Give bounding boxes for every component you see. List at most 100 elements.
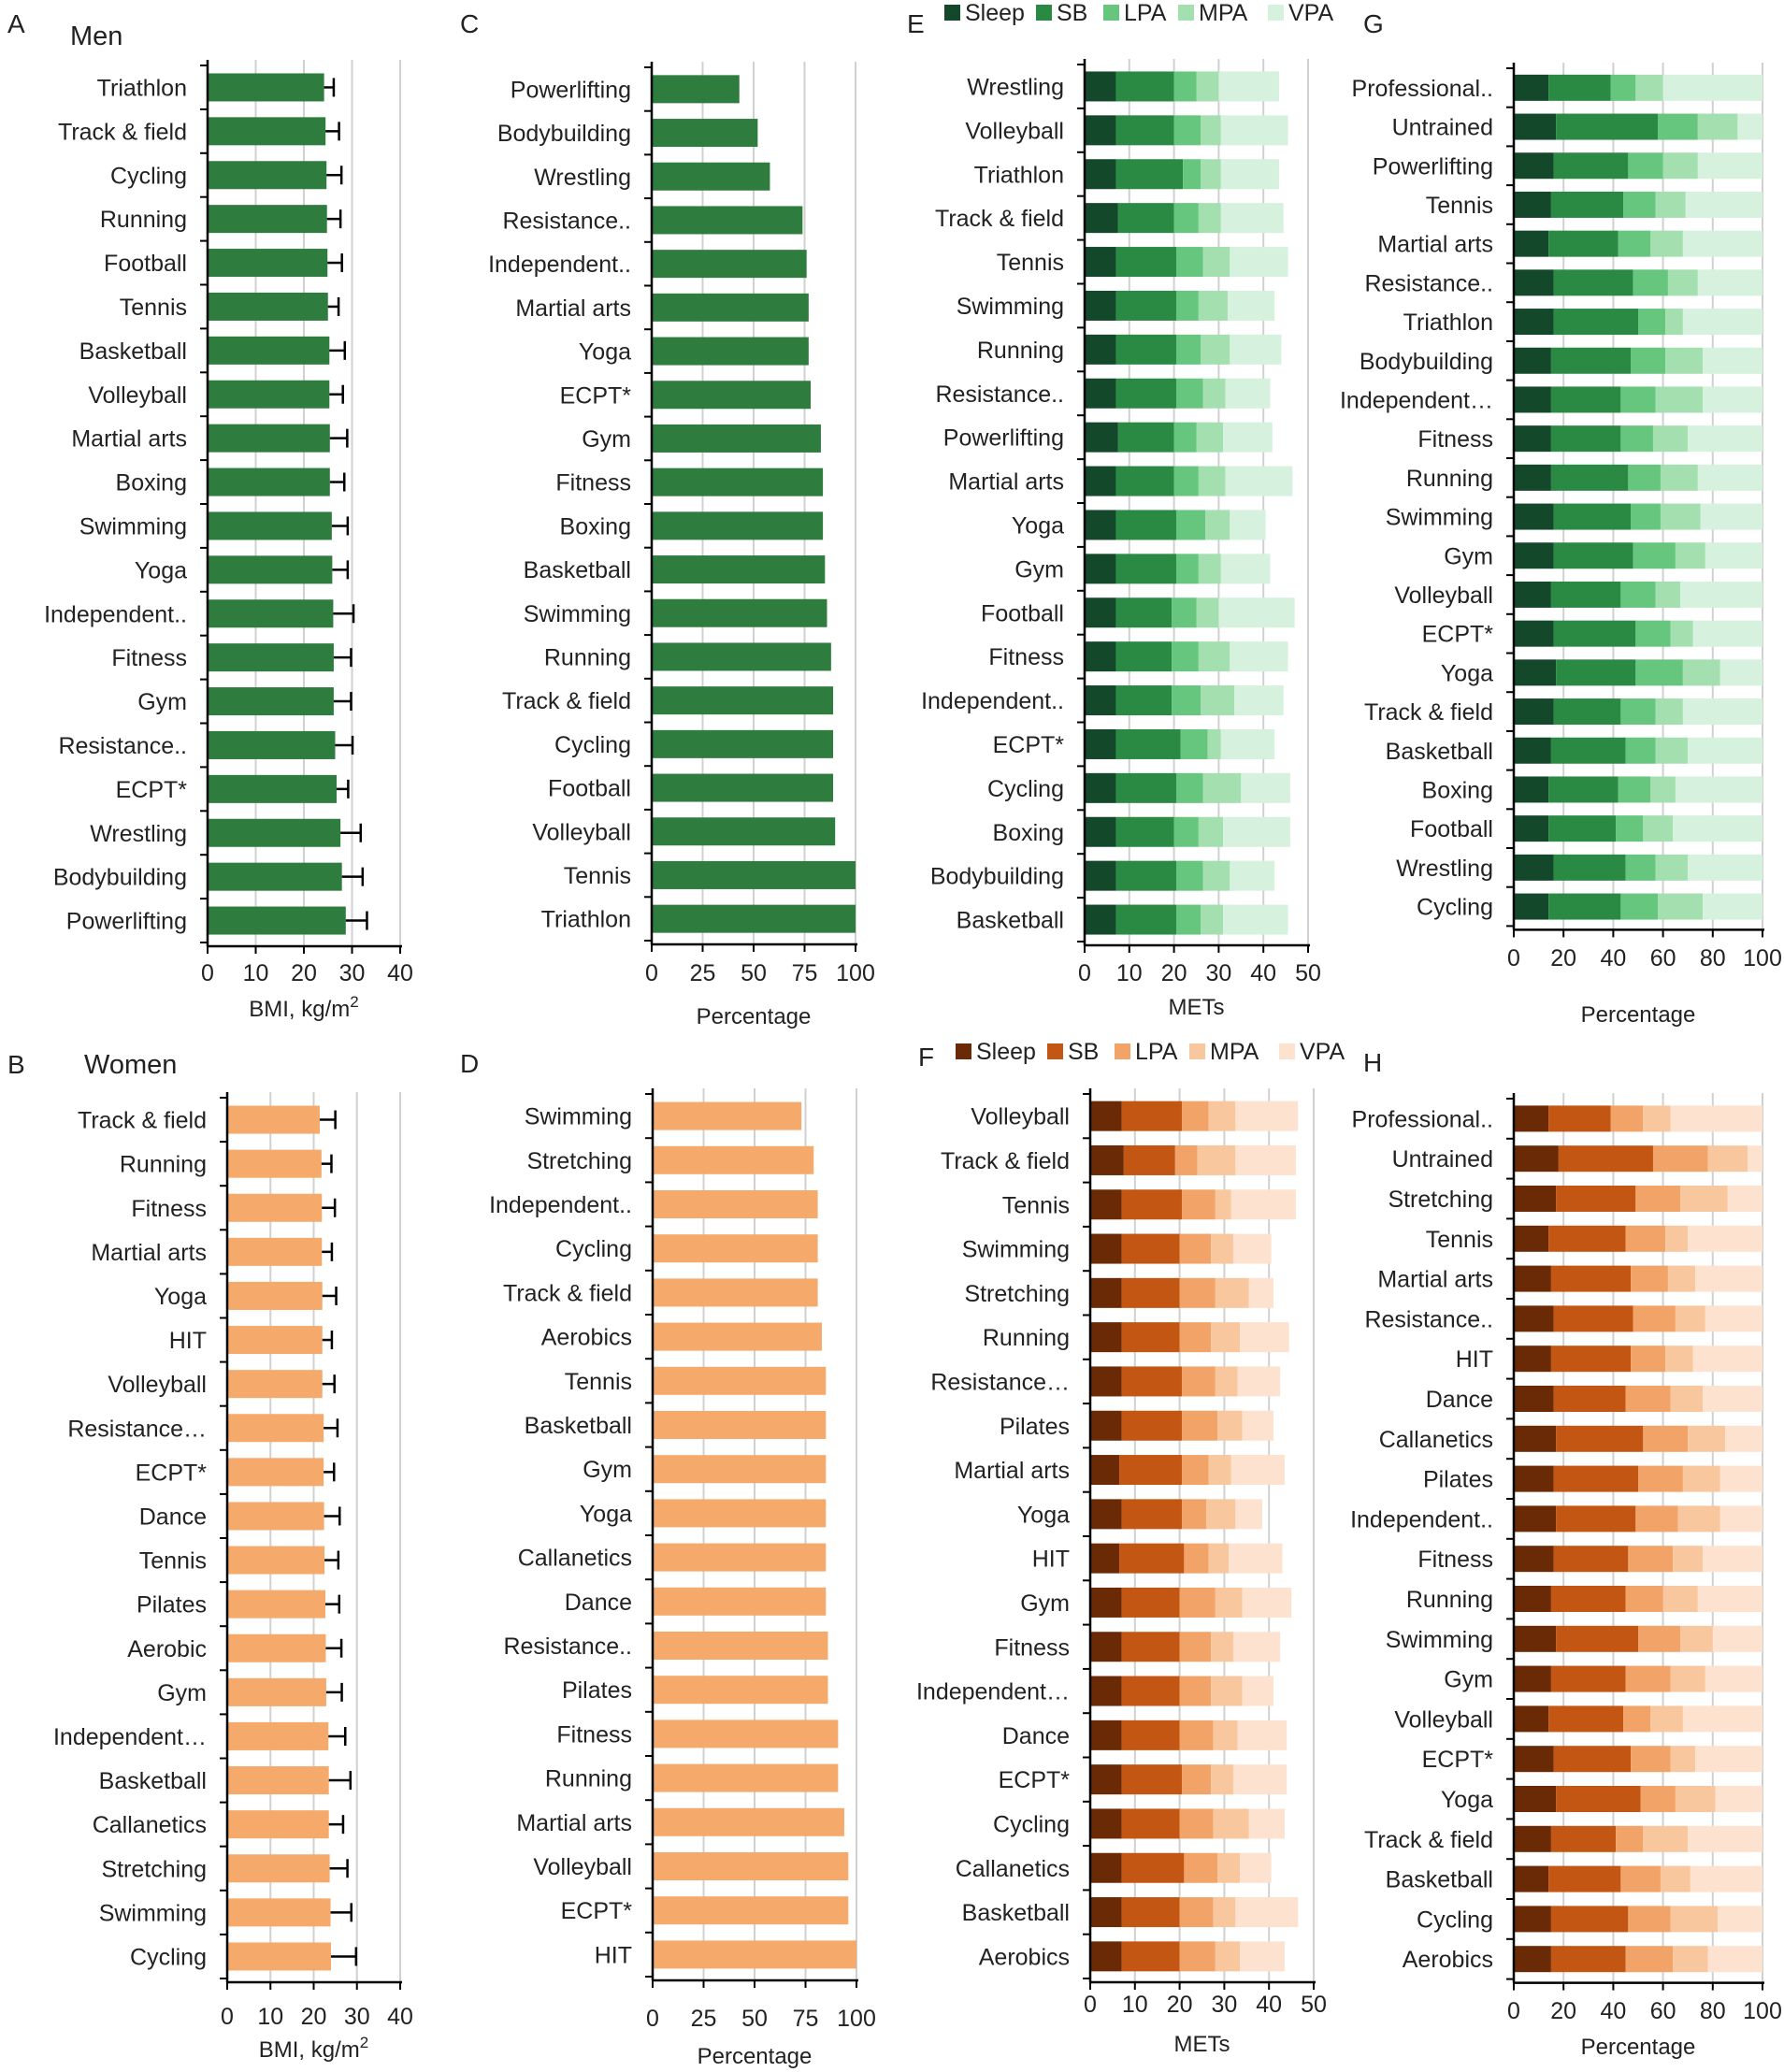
bar-segment-sleep	[1514, 1665, 1551, 1692]
bar-segment-sb	[1553, 1465, 1638, 1492]
bar-segment-mpa	[1201, 685, 1235, 716]
legend-label: SB	[1057, 0, 1087, 26]
legend-label: MPA	[1199, 0, 1248, 26]
category-label: Gym	[583, 1457, 632, 1483]
bar	[208, 249, 328, 278]
bar-segment-vpa	[1220, 159, 1279, 190]
bar-segment-vpa	[1225, 378, 1271, 409]
category-label: Independent..	[44, 601, 187, 627]
x-tick-label: 30	[1205, 960, 1231, 986]
bar-segment-sleep	[1085, 597, 1116, 628]
bar-segment-sb	[1548, 1865, 1621, 1892]
bar-segment-sb	[1115, 334, 1176, 365]
category-label: Untrained	[1392, 1146, 1493, 1173]
bar-segment-vpa	[1705, 1305, 1762, 1332]
bar	[208, 643, 334, 672]
bar-segment-mpa	[1205, 510, 1230, 540]
bar-segment-mpa	[1680, 1625, 1713, 1652]
bar-segment-sb	[1553, 309, 1638, 336]
legend-label: Sleep	[976, 1039, 1036, 1065]
category-label: Volleyball	[1394, 583, 1493, 609]
bar-segment-sb	[1121, 1941, 1180, 1972]
bar-segment-sleep	[1090, 1499, 1122, 1530]
bar-segment-lpa	[1172, 641, 1199, 672]
bar-segment-vpa	[1697, 464, 1762, 491]
category-label: Wrestling	[1396, 856, 1493, 882]
bar-segment-sb	[1115, 290, 1176, 321]
bar-segment-mpa	[1201, 334, 1230, 365]
bar-segment-lpa	[1635, 620, 1671, 647]
bar-segment-lpa	[1181, 1410, 1218, 1441]
x-tick-label: 60	[1650, 1998, 1676, 2024]
bar-segment-vpa	[1240, 1852, 1272, 1883]
bar-segment-mpa	[1211, 1233, 1233, 1264]
bar-segment-mpa	[1682, 659, 1720, 686]
bar-segment-sb	[1556, 1786, 1641, 1812]
bar-segment-sleep	[1514, 1505, 1557, 1532]
bar-segment-mpa	[1196, 71, 1219, 102]
bar	[652, 468, 824, 496]
bar-segment-mpa	[1211, 1764, 1233, 1795]
bar	[208, 730, 336, 759]
bar-segment-sleep	[1085, 554, 1116, 584]
bar-segment-lpa	[1179, 1233, 1212, 1264]
bar-segment-lpa	[1181, 1764, 1212, 1795]
bar	[227, 1633, 326, 1662]
bar-segment-mpa	[1650, 1705, 1683, 1733]
bar-segment-lpa	[1633, 1305, 1676, 1332]
bar	[208, 117, 326, 146]
bar-segment-sb	[1548, 1105, 1611, 1132]
category-label: Cycling	[1417, 1907, 1493, 1933]
legend-label: LPA	[1135, 1039, 1178, 1065]
bar-segment-sleep	[1085, 247, 1116, 278]
bar-segment-sb	[1550, 425, 1621, 453]
bar-segment-sleep	[1514, 347, 1551, 374]
bar-segment-sleep	[1514, 698, 1554, 726]
bar-segment-sleep	[1085, 378, 1116, 409]
bar-segment-mpa	[1198, 641, 1230, 672]
category-label: HIT	[595, 1942, 632, 1968]
bar-segment-vpa	[1737, 113, 1762, 140]
bar-segment-vpa	[1697, 269, 1762, 296]
bar-segment-sleep	[1090, 1322, 1122, 1353]
category-label: Resistance..	[502, 208, 631, 234]
category-label: Boxing	[1422, 777, 1493, 803]
bar-segment-lpa	[1620, 581, 1656, 608]
category-label: Stretching	[526, 1148, 632, 1174]
bar-segment-sleep	[1090, 1676, 1122, 1706]
bar-segment-sleep	[1514, 1825, 1551, 1852]
bar-segment-lpa	[1625, 854, 1656, 881]
bar-segment-lpa	[1628, 1906, 1671, 1933]
category-label: Professional..	[1352, 1106, 1493, 1132]
bar-segment-sleep	[1090, 1719, 1122, 1750]
bar-segment-vpa	[1223, 816, 1290, 847]
bar	[227, 1281, 323, 1310]
bar-segment-sb	[1553, 620, 1636, 647]
category-label: Basketball	[524, 557, 631, 583]
category-label: Basketball	[1386, 739, 1493, 765]
bar-segment-lpa	[1172, 597, 1197, 628]
bar-segment-lpa	[1658, 113, 1698, 140]
legend-swatch-vpa	[1279, 1043, 1295, 1059]
bar	[653, 1145, 814, 1174]
bar-segment-vpa	[1705, 1665, 1762, 1692]
bar	[652, 293, 809, 322]
bar-segment-vpa	[1232, 1632, 1281, 1662]
category-label: Swimming	[79, 513, 187, 540]
category-label: Volleyball	[1394, 1706, 1493, 1733]
bar-segment-sb	[1548, 776, 1619, 803]
category-label: Fitness	[555, 470, 631, 496]
category-label: Independent..	[489, 1192, 632, 1218]
category-label: Track & field	[941, 1148, 1070, 1174]
bar-segment-vpa	[1227, 290, 1275, 321]
legend-swatch-sb	[1047, 1043, 1063, 1059]
category-label: Wrestling	[90, 821, 187, 847]
category-label: Triathlon	[974, 162, 1064, 188]
category-label: Swimming	[524, 601, 631, 627]
bar-segment-vpa	[1703, 347, 1762, 374]
x-tick-label: 0	[221, 2004, 234, 2030]
bar-segment-sb	[1553, 503, 1632, 530]
bar	[653, 1499, 827, 1528]
bar-segment-vpa	[1718, 1906, 1762, 1933]
category-label: Pilates	[137, 1592, 207, 1619]
